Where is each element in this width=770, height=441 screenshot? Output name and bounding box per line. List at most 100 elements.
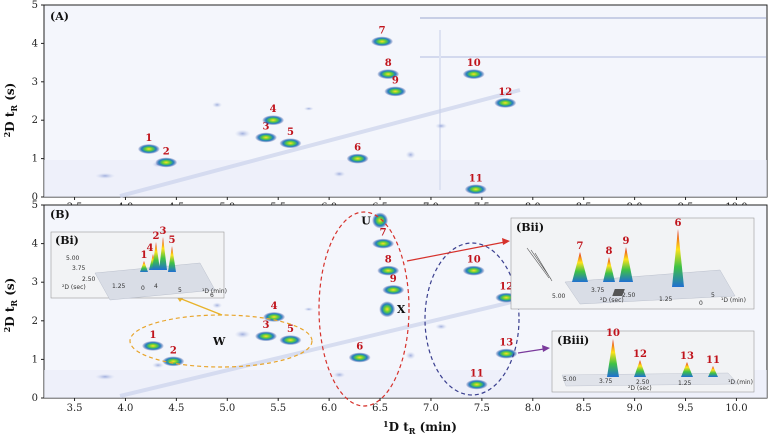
x-tick-label: 6.0 xyxy=(321,403,337,414)
peak-label: 5 xyxy=(287,127,294,138)
inset-bi-tick: 3.75 xyxy=(72,265,86,272)
inset-bi-tick: 4 xyxy=(154,283,158,290)
panel-b-background xyxy=(95,302,448,380)
inset-biii-tick: 1.25 xyxy=(678,380,692,387)
x-axis-title: 1D tR (min) xyxy=(383,419,457,436)
inset-peak-spike xyxy=(168,246,176,272)
peak-spot xyxy=(371,36,394,47)
background-spot xyxy=(333,170,346,177)
peak-spot xyxy=(372,212,389,229)
peak-label: 9 xyxy=(392,75,399,86)
inset-peak-spike xyxy=(634,360,646,377)
inset-bii-tick: 3.75 xyxy=(591,287,605,294)
peak-spot xyxy=(141,340,164,351)
inset-peak-spike xyxy=(159,237,167,270)
inset-peak-spike xyxy=(619,247,633,282)
peak-label: 9 xyxy=(390,274,397,285)
peak-spot xyxy=(377,265,400,276)
y-tick-label: 5 xyxy=(32,200,38,211)
inset-bi-tick: 2.50 xyxy=(82,276,96,283)
inset-peak-label: 5 xyxy=(169,235,176,246)
peak-label: 10 xyxy=(467,58,481,69)
peak-spot xyxy=(379,301,396,318)
arrow-to-bi xyxy=(178,297,223,316)
peak-label: 2 xyxy=(170,345,177,356)
peak-label: 5 xyxy=(287,324,294,335)
peak-spot xyxy=(348,352,371,363)
peak-spot xyxy=(377,69,400,80)
background-spot xyxy=(303,106,314,111)
peak-label: 4 xyxy=(270,104,277,115)
arrow-to-bii xyxy=(406,241,506,262)
peak-label: 7 xyxy=(379,25,386,36)
arrow-to-biii-head xyxy=(542,345,550,352)
y-tick-label: 1 xyxy=(32,354,38,365)
inset-biii-tick: 3.75 xyxy=(599,378,613,385)
inset-biii: (Biii) 10 12 13 11 5.00 3.75 2.50 1.25 ²D (… xyxy=(551,328,755,393)
annotation-w: W xyxy=(212,335,226,348)
inset-bi-label: (Bi) xyxy=(55,234,79,247)
inset-peak-spike xyxy=(607,339,619,377)
background-spot xyxy=(212,101,223,108)
panel-a-diagonal-band xyxy=(119,88,521,198)
peak-label: 6 xyxy=(356,341,363,352)
peak-label: 11 xyxy=(470,368,484,379)
panel-a-y-ticks: 0 1 2 3 4 5 xyxy=(32,0,44,203)
inset-peak-spike xyxy=(152,242,160,270)
inset-bi-tick: 1.25 xyxy=(112,283,126,290)
inset-peak-spike xyxy=(603,257,615,282)
inset-bi-tick: 5 xyxy=(178,287,182,294)
inset-peak-spike xyxy=(140,261,148,272)
panel-b-x-ticks: 3.5 4.0 4.5 5.0 5.5 6.0 6.5 7.0 7.5 8.0 8.5 9.0 9.5 1… xyxy=(67,398,748,414)
peak-label: 1 xyxy=(149,330,156,341)
group-ellipse-red xyxy=(318,211,410,407)
x-tick-label: 8.5 xyxy=(576,403,592,414)
peak-label: 8 xyxy=(385,255,392,266)
y-tick-label: 2 xyxy=(32,316,38,327)
inset-peak-spike xyxy=(708,366,718,377)
peak-spot xyxy=(372,238,395,249)
background-spot xyxy=(405,351,416,360)
y-tick-label: 5 xyxy=(32,0,38,11)
x-tick-label: 7.0 xyxy=(423,403,439,414)
inset-bii-tail-lines xyxy=(526,247,553,282)
inset-peak-label: 3 xyxy=(160,226,167,237)
peak-spot xyxy=(137,144,160,154)
x-tick-label: 5.5 xyxy=(270,403,286,414)
peak-label: 11 xyxy=(469,173,483,184)
background-spot xyxy=(212,302,223,309)
inset-peak-spike xyxy=(681,362,693,377)
x-tick-label: 3.5 xyxy=(67,403,83,414)
inset-biii-tick: 2.50 xyxy=(636,379,650,386)
peak-label: 7 xyxy=(380,228,387,239)
peak-label: 12 xyxy=(498,87,512,98)
peak-spot xyxy=(262,115,285,126)
peak-label: 3 xyxy=(263,320,270,331)
arrow-to-biii xyxy=(517,348,545,354)
inset-bi-tick: 0 xyxy=(141,285,145,292)
inset-biii-axis-label: ¹D (min) xyxy=(728,379,753,386)
y-tick-label: 4 xyxy=(32,239,38,250)
peak-label: X xyxy=(397,303,406,316)
inset-bii-edge-block xyxy=(612,289,625,296)
inset-peak-label: 6 xyxy=(675,218,682,229)
peak-spot xyxy=(279,335,302,346)
panel-a-y-axis-title: 2D tR (s) xyxy=(2,83,19,138)
peak-label: 3 xyxy=(263,121,270,132)
x-tick-label: 9.0 xyxy=(627,403,643,414)
inset-peak-spike xyxy=(672,229,684,287)
peak-label: 12 xyxy=(499,282,513,293)
peak-spot xyxy=(384,86,407,97)
inset-bii-tick: 5 xyxy=(711,292,715,299)
peak-spot xyxy=(494,97,517,108)
peak-spot xyxy=(155,157,178,168)
peak-label: 8 xyxy=(385,58,392,69)
inset-peak-label: 9 xyxy=(623,236,630,247)
x-tick-label: 7.5 xyxy=(474,403,490,414)
inset-peak-label: 2 xyxy=(153,231,160,242)
peak-label: 6 xyxy=(354,143,361,154)
peak-label: 1 xyxy=(145,133,152,144)
x-tick-label: 4.0 xyxy=(118,403,134,414)
